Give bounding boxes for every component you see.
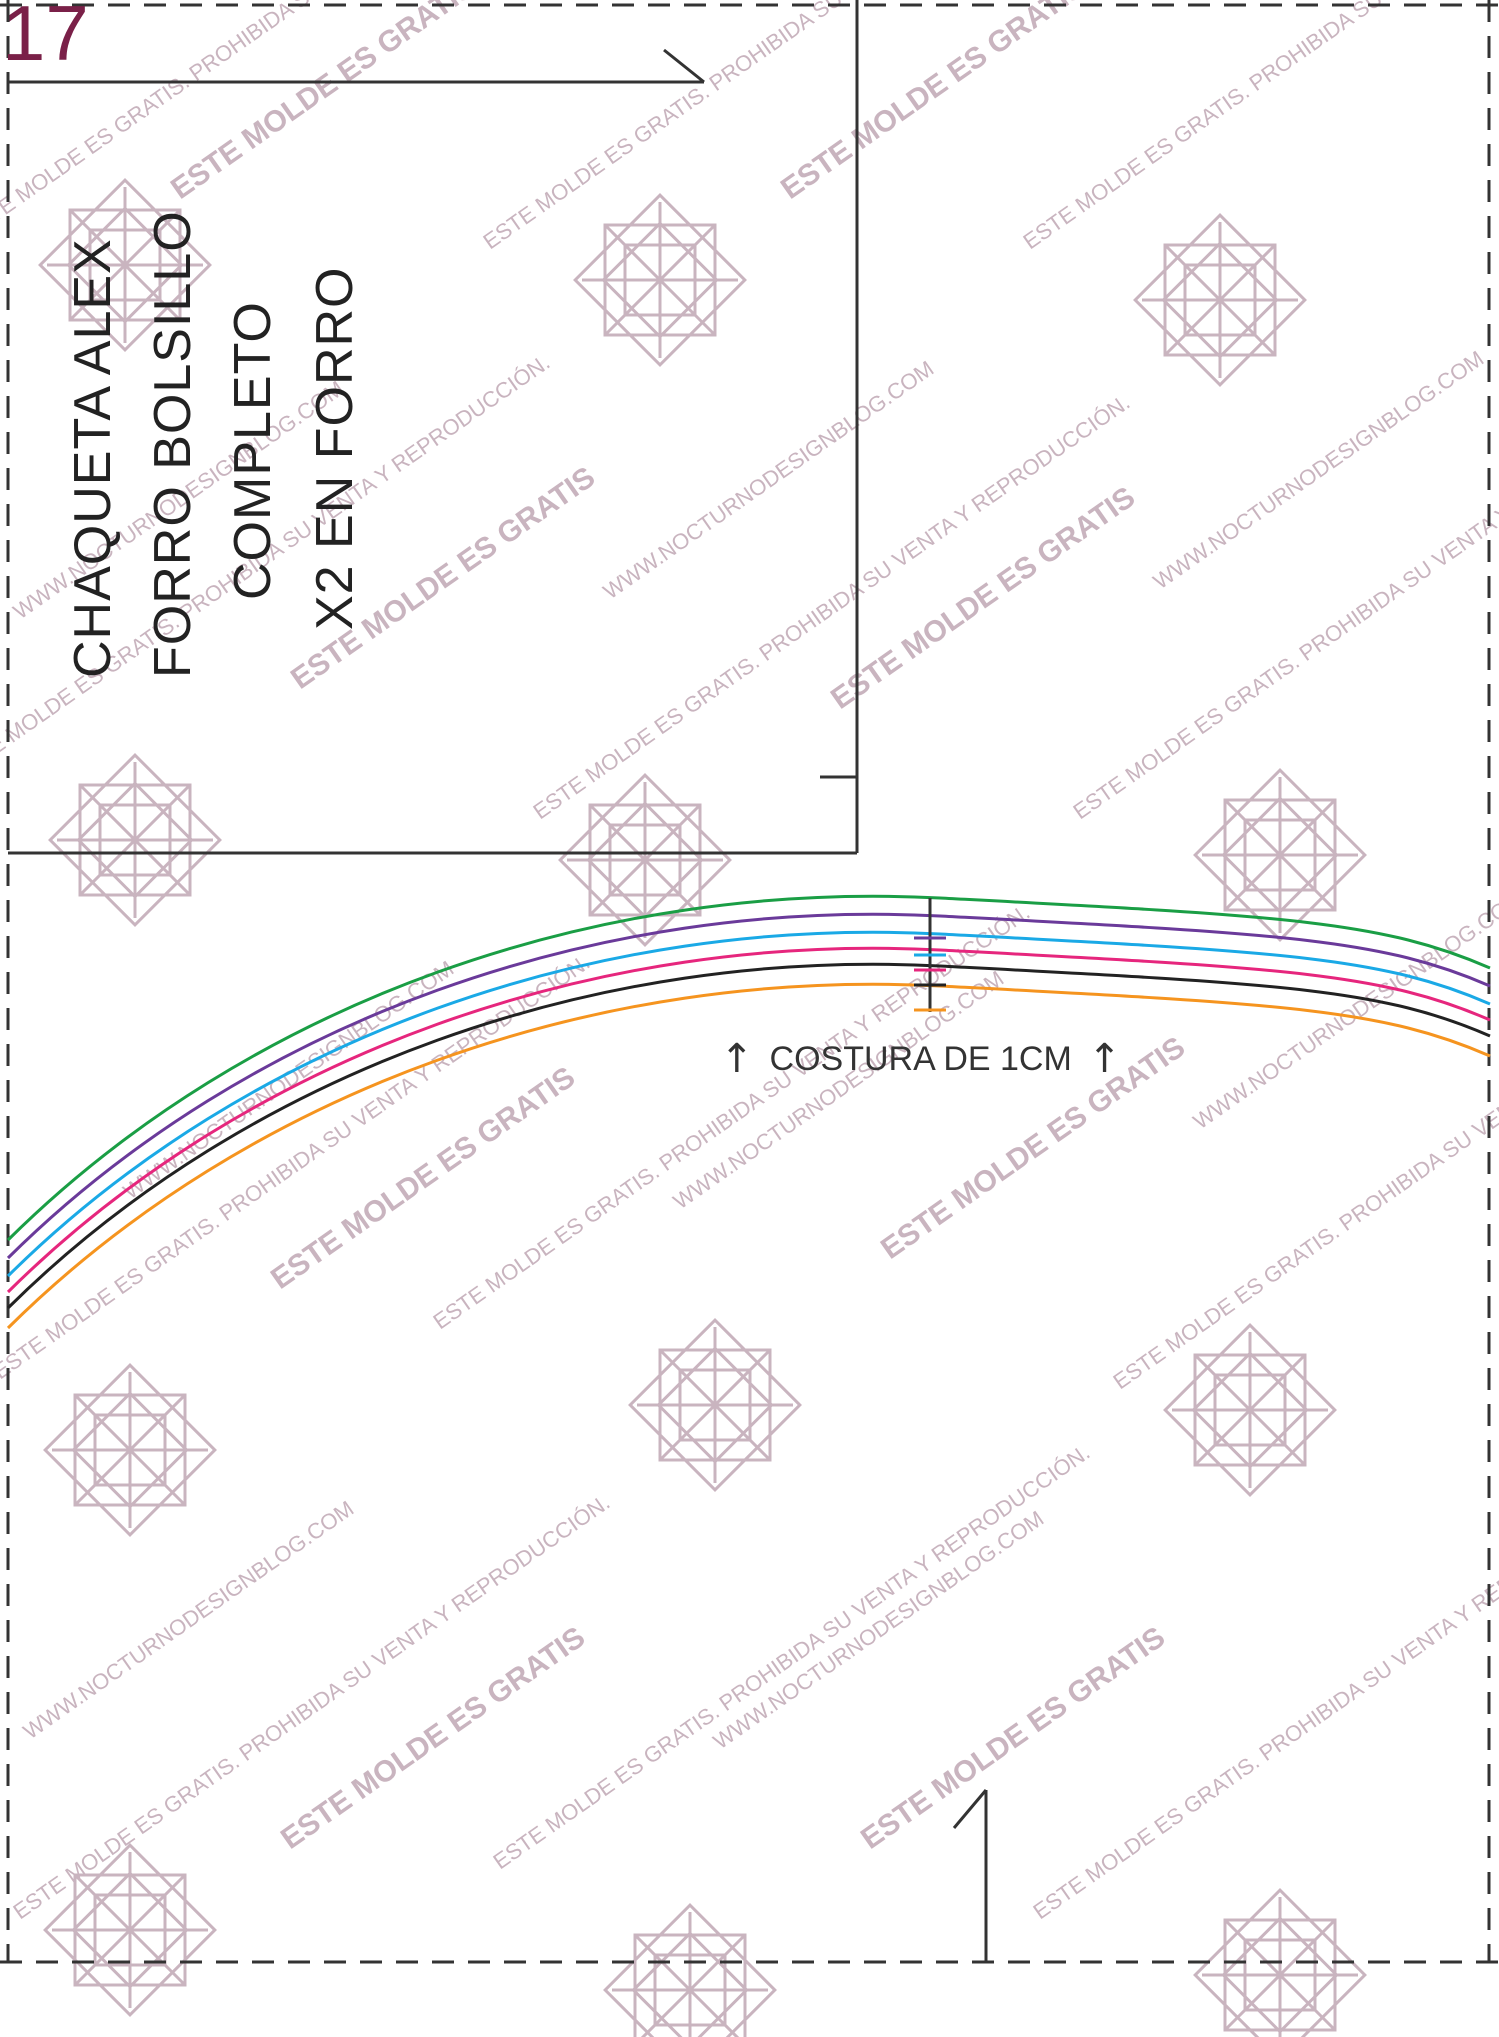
geometric-knot-icon: [628, 1318, 802, 1492]
geometric-knot-icon: [1163, 1323, 1337, 1497]
seam-note-text: COSTURA DE 1CM: [769, 1039, 1072, 1078]
label-line-3: COMPLETO: [224, 301, 282, 600]
size-line: [6, 912, 1491, 1260]
geometric-knot-icon: [1193, 1888, 1367, 2037]
seam-note: ↑ COSTURA DE 1CM ↑: [720, 1036, 1121, 1082]
watermark-text: ESTE MOLDE ES GRATIS. PROHIBIDA SU VENTA…: [1109, 959, 1499, 1394]
page-number: 17: [2, 0, 89, 77]
geometric-knot-icon: [603, 1903, 777, 2037]
size-line: [6, 962, 1491, 1310]
watermark-text: WWW.NOCTURNODESIGNBLOG.COM: [1189, 886, 1499, 1134]
watermark-text: ESTE MOLDE ES GRATIS: [855, 1621, 1171, 1856]
size-line: [6, 930, 1491, 1278]
label-line-4: X2 EN FORRO: [306, 266, 364, 631]
size-line: [6, 894, 1491, 1242]
watermark-text: ESTE MOLDE ES GRATIS. PROHIBIDA SU VENTA…: [1029, 1489, 1499, 1924]
grainline-mark: [952, 1789, 988, 1962]
label-line-2: FORRO BOLSILLO: [144, 210, 202, 678]
watermark-text: ESTE MOLDE ES GRATIS: [775, 0, 1091, 206]
watermark-text: WWW.NOCTURNODESIGNBLOG.COM: [669, 966, 1009, 1214]
watermark-text: ESTE MOLDE ES GRATIS. PROHIBIDA SU VENTA…: [1069, 389, 1499, 824]
seam-markers: [914, 898, 946, 1012]
up-arrow-icon: ↑: [1087, 1036, 1122, 1082]
geometric-knot-icon: [43, 1363, 217, 1537]
watermark-text: ESTE MOLDE ES GRATIS: [165, 0, 481, 206]
label-line-1: CHAQUETA ALEX: [64, 238, 122, 678]
geometric-knot-icon: [573, 193, 747, 367]
geometric-knot-icon: [48, 753, 222, 927]
size-line: [6, 982, 1491, 1330]
watermark-text: ESTE MOLDE ES GRATIS. PROHIBIDA SU VENTA…: [529, 389, 1135, 824]
pocket-outline: [8, 0, 859, 855]
dashed-border: [0, 0, 1499, 1964]
size-line: [6, 946, 1491, 1294]
pattern-label: CHAQUETA ALEX FORRO BOLSILLO COMPLETO X2…: [55, 200, 375, 700]
watermark-text: ESTE MOLDE ES GRATIS: [825, 481, 1141, 716]
up-arrow-icon: ↑: [720, 1036, 754, 1082]
geometric-knot-icon: [1133, 213, 1307, 387]
geometric-knot-icon: [558, 773, 732, 947]
size-lines: [6, 894, 1491, 1330]
watermark-text: WWW.NOCTURNODESIGNBLOG.COM: [709, 1506, 1049, 1754]
watermark-text: ESTE MOLDE ES GRATIS. PROHIBIDA SU VENTA…: [1019, 0, 1499, 254]
